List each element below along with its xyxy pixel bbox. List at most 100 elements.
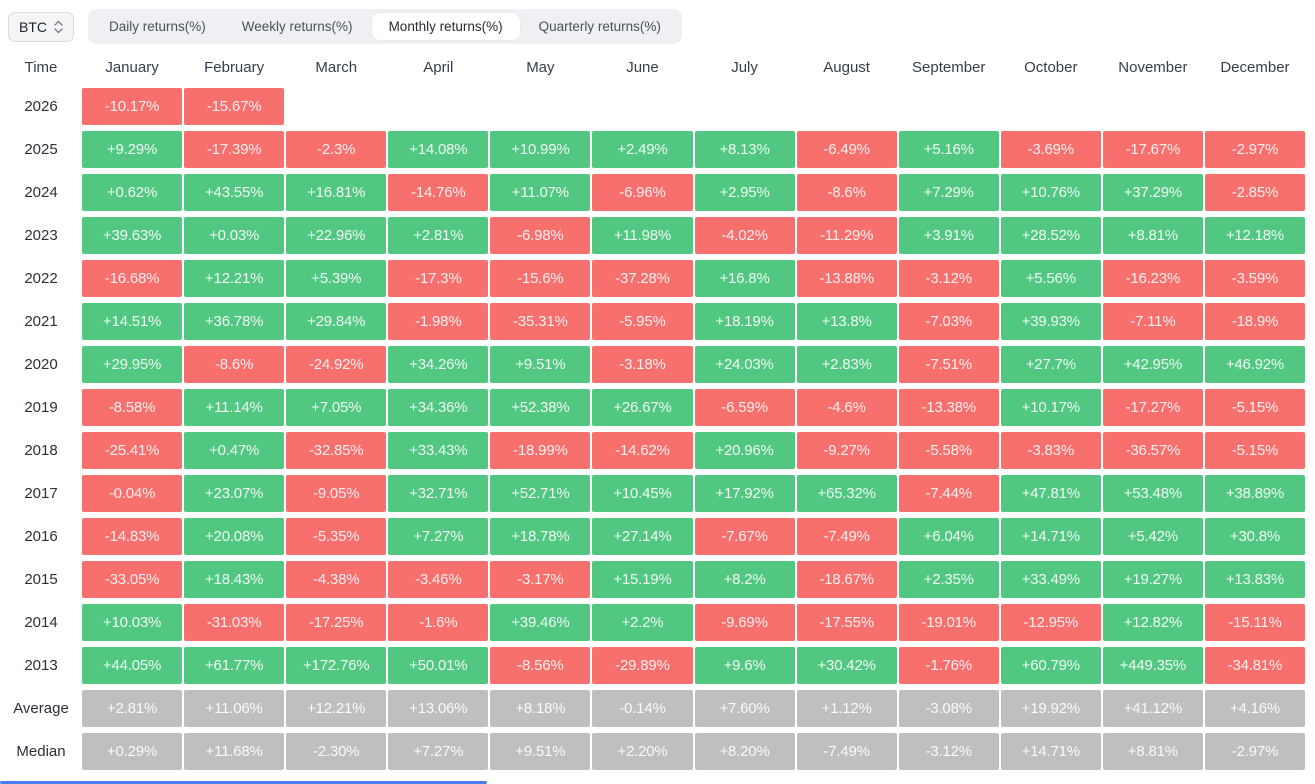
return-cell: -9.27% bbox=[796, 432, 897, 469]
return-cell: +23.07% bbox=[184, 475, 285, 512]
return-cell: -14.83% bbox=[82, 518, 183, 555]
return-cell: +61.77% bbox=[184, 647, 285, 684]
return-cell: -31.03% bbox=[184, 604, 285, 641]
return-cell: +2.2% bbox=[592, 604, 693, 641]
horizontal-scrollbar-thumb[interactable] bbox=[0, 781, 487, 784]
return-cell: -3.12% bbox=[898, 733, 999, 770]
return-cell: +10.03% bbox=[82, 604, 183, 641]
return-cell: +9.51% bbox=[490, 346, 591, 383]
return-cell: -2.3% bbox=[286, 131, 387, 168]
return-cell: +32.71% bbox=[388, 475, 489, 512]
return-cell: +8.20% bbox=[694, 733, 795, 770]
row-label: 2026 bbox=[24, 98, 58, 115]
return-cell: +27.7% bbox=[1000, 346, 1101, 383]
return-cell: +13.06% bbox=[388, 690, 489, 727]
return-cell: +8.2% bbox=[694, 561, 795, 598]
empty-cell bbox=[388, 88, 488, 125]
return-cell: -7.03% bbox=[898, 303, 999, 340]
return-cell: -16.23% bbox=[1102, 260, 1203, 297]
return-cell: -4.6% bbox=[796, 389, 897, 426]
return-cell: +10.45% bbox=[592, 475, 693, 512]
return-cell: +14.71% bbox=[1000, 518, 1101, 555]
toolbar: BTC Daily returns(%) Weekly returns(%) M… bbox=[0, 0, 1315, 48]
return-cell: +19.92% bbox=[1000, 690, 1101, 727]
month-column-header: September bbox=[912, 58, 986, 76]
returns-table: Time January February March April May June July… bbox=[0, 48, 1315, 770]
return-cell: -3.59% bbox=[1204, 260, 1305, 297]
return-cell: +449.35% bbox=[1102, 647, 1203, 684]
return-cell: -3.12% bbox=[898, 260, 999, 297]
return-cell: +9.6% bbox=[694, 647, 795, 684]
return-cell: -2.85% bbox=[1204, 174, 1305, 211]
row-label: 2020 bbox=[24, 356, 58, 373]
month-column-header: April bbox=[423, 58, 454, 76]
return-cell: +29.84% bbox=[286, 303, 387, 340]
return-cell: +7.29% bbox=[898, 174, 999, 211]
return-cell: -36.57% bbox=[1102, 432, 1203, 469]
return-cell: -14.62% bbox=[592, 432, 693, 469]
return-cell: +7.27% bbox=[388, 733, 489, 770]
return-cell: +28.52% bbox=[1000, 217, 1101, 254]
row-label: 2023 bbox=[24, 227, 58, 244]
return-cell: -7.51% bbox=[898, 346, 999, 383]
row-label: 2024 bbox=[24, 184, 58, 201]
return-cell: +2.49% bbox=[592, 131, 693, 168]
return-cell: +9.29% bbox=[82, 131, 183, 168]
return-cell: +53.48% bbox=[1102, 475, 1203, 512]
return-cell: +8.81% bbox=[1102, 733, 1203, 770]
return-cell: -17.39% bbox=[184, 131, 285, 168]
row-label: 2025 bbox=[24, 141, 58, 158]
tab-quarterly-returns[interactable]: Quarterly returns(%) bbox=[538, 19, 661, 34]
return-cell: +0.29% bbox=[82, 733, 183, 770]
return-cell: +9.51% bbox=[490, 733, 591, 770]
return-cell: +38.89% bbox=[1204, 475, 1305, 512]
return-cell: +5.56% bbox=[1000, 260, 1101, 297]
return-cell: +65.32% bbox=[796, 475, 897, 512]
coin-selector[interactable]: BTC bbox=[8, 11, 74, 42]
return-cell: -8.6% bbox=[184, 346, 285, 383]
return-cell: -1.98% bbox=[388, 303, 489, 340]
coin-selector-label: BTC bbox=[19, 18, 47, 35]
return-cell: -4.38% bbox=[286, 561, 387, 598]
return-cell: +2.81% bbox=[82, 690, 183, 727]
return-cell: -17.27% bbox=[1102, 389, 1203, 426]
return-cell: +14.08% bbox=[388, 131, 489, 168]
return-cell: -37.28% bbox=[592, 260, 693, 297]
tab-weekly-returns[interactable]: Weekly returns(%) bbox=[241, 19, 353, 34]
return-cell: +50.01% bbox=[388, 647, 489, 684]
return-cell: +13.8% bbox=[796, 303, 897, 340]
return-cell: +30.42% bbox=[796, 647, 897, 684]
return-cell: -12.95% bbox=[1000, 604, 1101, 641]
tab-daily-returns[interactable]: Daily returns(%) bbox=[109, 19, 206, 34]
empty-cell bbox=[695, 88, 795, 125]
return-cell: +2.35% bbox=[898, 561, 999, 598]
row-label: 2017 bbox=[24, 485, 58, 502]
return-cell: -2.97% bbox=[1204, 131, 1305, 168]
return-cell: -3.83% bbox=[1000, 432, 1101, 469]
return-cell: +33.43% bbox=[388, 432, 489, 469]
return-cell: +10.17% bbox=[1000, 389, 1101, 426]
return-cell: -7.44% bbox=[898, 475, 999, 512]
month-column-header: January bbox=[105, 58, 159, 76]
tab-monthly-returns[interactable]: Monthly returns(%) bbox=[371, 13, 520, 40]
period-tabs: Daily returns(%) Weekly returns(%) Month… bbox=[88, 9, 682, 44]
return-cell: +7.60% bbox=[694, 690, 795, 727]
return-cell: +15.19% bbox=[592, 561, 693, 598]
return-cell: -6.59% bbox=[694, 389, 795, 426]
month-column-header: November bbox=[1118, 58, 1188, 76]
row-label: Median bbox=[16, 743, 66, 760]
return-cell: +36.78% bbox=[184, 303, 285, 340]
return-cell: +16.8% bbox=[694, 260, 795, 297]
return-cell: +1.12% bbox=[796, 690, 897, 727]
return-cell: +39.63% bbox=[82, 217, 183, 254]
return-cell: +12.18% bbox=[1204, 217, 1305, 254]
return-cell: -15.67% bbox=[184, 88, 285, 125]
return-cell: -9.69% bbox=[694, 604, 795, 641]
return-cell: -8.6% bbox=[796, 174, 897, 211]
return-cell: -0.14% bbox=[592, 690, 693, 727]
return-cell: -8.58% bbox=[82, 389, 183, 426]
return-cell: +46.92% bbox=[1204, 346, 1305, 383]
return-cell: +18.43% bbox=[184, 561, 285, 598]
return-cell: +10.99% bbox=[490, 131, 591, 168]
